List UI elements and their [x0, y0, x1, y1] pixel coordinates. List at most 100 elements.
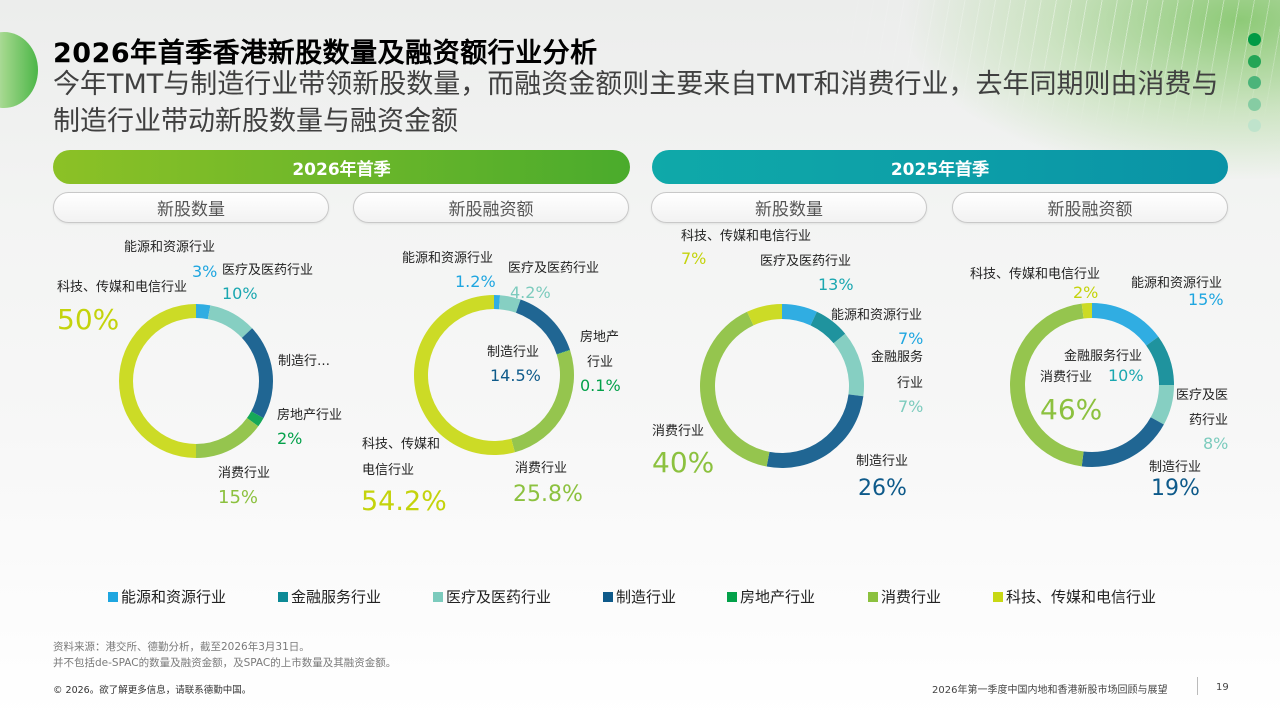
slice-value-manufacturing: 26%: [858, 476, 907, 501]
page-subtitle: 今年TMT与制造行业带领新股数量，而融资金额则主要来自TMT和消费行业，去年同期…: [53, 69, 1219, 137]
slice-value-health: 10%: [222, 284, 258, 303]
period-banner-2025: 2025年首季: [652, 150, 1228, 184]
footer-divider: [1197, 677, 1198, 695]
donut-slice-energy: [782, 304, 817, 326]
exclusion-note: 并不包括de-SPAC的数量及融资金额，及SPAC的上市数量及其融资金额。: [53, 657, 397, 669]
slice-label-manufacturing: 制造行…: [278, 354, 331, 369]
legend-label: 消费行业: [881, 588, 942, 606]
slice-label-realestate-line1: 房地产: [580, 330, 620, 345]
period-banner-2026: 2026年首季: [53, 150, 630, 184]
donut-slice-health: [1150, 385, 1174, 425]
donut-slice-realestate: [246, 411, 264, 427]
donut-slice-energy: [1092, 303, 1159, 346]
slice-label-consumer: 消费行业: [652, 424, 705, 439]
slice-value-tmt: 50%: [57, 303, 120, 336]
slice-label-consumer: 消费行业: [515, 461, 568, 476]
donut-slice-energy: [494, 295, 501, 310]
chart-2026-ipo-funds: [414, 295, 574, 455]
slice-label-finance-line1: 金融服务: [871, 350, 924, 365]
slice-label-manufacturing: 制造行业: [856, 454, 909, 469]
donut-slice-finance: [1146, 336, 1174, 385]
donut-slice-consumer: [196, 418, 259, 458]
page-number: 19: [1216, 682, 1229, 693]
slice-label-consumer: 消费行业: [218, 466, 271, 481]
slice-label-health: 医疗及医药行业: [508, 261, 600, 276]
legend-swatch-consumer: [868, 591, 878, 602]
legend-swatch-energy: [108, 591, 118, 602]
slice-value-health: 13%: [818, 275, 854, 294]
donut-slice-consumer: [1010, 303, 1084, 467]
slice-label-realestate: 房地产行业: [277, 408, 343, 423]
slice-value-realestate: 2%: [277, 429, 303, 448]
legend-item-manufacturing: 制造行业: [603, 586, 676, 607]
slice-value-energy: 3%: [192, 262, 218, 281]
slice-label-tmt: 科技、传媒和电信行业: [970, 267, 1101, 282]
slice-label-tmt: 科技、传媒和电信行业: [681, 229, 812, 244]
slice-value-energy: 7%: [898, 329, 924, 348]
slice-value-finance: 7%: [898, 397, 924, 416]
legend-label: 房地产行业: [740, 588, 816, 606]
slice-label-manufacturing: 制造行业: [1149, 460, 1202, 475]
donut-slice-health: [833, 333, 864, 397]
slice-label-health-line1: 医疗及医: [1176, 388, 1229, 403]
slice-label-finance: 金融服务行业: [1064, 349, 1143, 364]
donut-slice-energy: [196, 304, 211, 320]
slice-label-energy: 能源和资源行业: [402, 251, 494, 266]
progress-dots: [1248, 33, 1262, 141]
slice-label-manufacturing: 制造行业: [487, 345, 540, 360]
donut-slice-tmt: [119, 304, 196, 458]
slice-label-realestate-line2: 行业: [587, 355, 614, 370]
donut-sheen: [119, 304, 273, 458]
legend-swatch-health: [433, 591, 443, 602]
donut-sheen: [1010, 303, 1174, 467]
slice-label-health: 医疗及医药行业: [222, 263, 314, 278]
legend-swatch-manufacturing: [603, 591, 613, 602]
chart-2025-ipo-funds: [1010, 303, 1174, 467]
slice-value-health: 8%: [1203, 434, 1229, 453]
decor-dot: [1248, 119, 1261, 132]
legend-swatch-finance: [278, 591, 288, 602]
slice-value-manufacturing: 19%: [1151, 476, 1200, 501]
slice-value-consumer: 46%: [1040, 393, 1103, 426]
slice-label-tmt: 科技、传媒和电信行业: [57, 280, 188, 295]
donut-slice-health: [207, 305, 253, 338]
report-name: 2026年第一季度中国内地和香港新股市场回顾与展望: [932, 685, 1168, 696]
donut-slice-manufacturing: [766, 394, 864, 468]
source-note: 资料来源：港交所、德勤分析，截至2026年3月31日。: [53, 641, 310, 653]
donut-sheen: [414, 295, 574, 455]
slice-value-energy: 1.2%: [455, 272, 496, 291]
legend-label: 金融服务行业: [291, 588, 382, 606]
legend-item-realestate: 房地产行业: [727, 586, 815, 607]
donut-slice-manufacturing: [241, 328, 273, 419]
donut-slice-health: [498, 295, 521, 313]
tab-2026-ipo-count: 新股数量: [53, 192, 329, 223]
slice-value-consumer: 40%: [652, 446, 715, 479]
tab-2025-ipo-count: 新股数量: [651, 192, 927, 223]
donut-slice-tmt: [1081, 303, 1092, 319]
page-title: 2026年首季香港新股数量及融资额行业分析: [53, 38, 598, 69]
legend-label: 制造行业: [616, 588, 677, 606]
legend-swatch-realestate: [727, 591, 737, 602]
donut-slice-finance: [810, 311, 846, 344]
legend-item-finance: 金融服务行业: [278, 586, 381, 607]
legend-item-consumer: 消费行业: [868, 586, 941, 607]
donut-slice-consumer: [700, 311, 770, 467]
slice-value-tmt: 2%: [1073, 283, 1099, 302]
donut-slice-tmt: [747, 304, 782, 326]
slice-label-tmt-line2: 电信行业: [362, 463, 415, 478]
chart-2025-ipo-count: [700, 304, 864, 468]
donut-slice-manufacturing: [515, 299, 570, 355]
slice-value-energy: 15%: [1188, 290, 1224, 309]
legend-item-health: 医疗及医药行业: [433, 586, 551, 607]
slice-label-energy: 能源和资源行业: [124, 240, 216, 255]
slice-label-health: 医疗及医药行业: [760, 254, 852, 269]
slice-value-health: 4.2%: [510, 283, 551, 302]
tab-2025-ipo-funds: 新股融资额: [952, 192, 1228, 223]
legend-item-tmt: 科技、传媒和电信行业: [993, 586, 1156, 607]
slice-label-health-line2: 药行业: [1189, 413, 1229, 428]
decor-dot: [1248, 76, 1261, 89]
slice-value-consumer: 25.8%: [513, 482, 583, 507]
legend-swatch-tmt: [993, 591, 1003, 602]
donut-slice-tmt: [414, 295, 515, 455]
